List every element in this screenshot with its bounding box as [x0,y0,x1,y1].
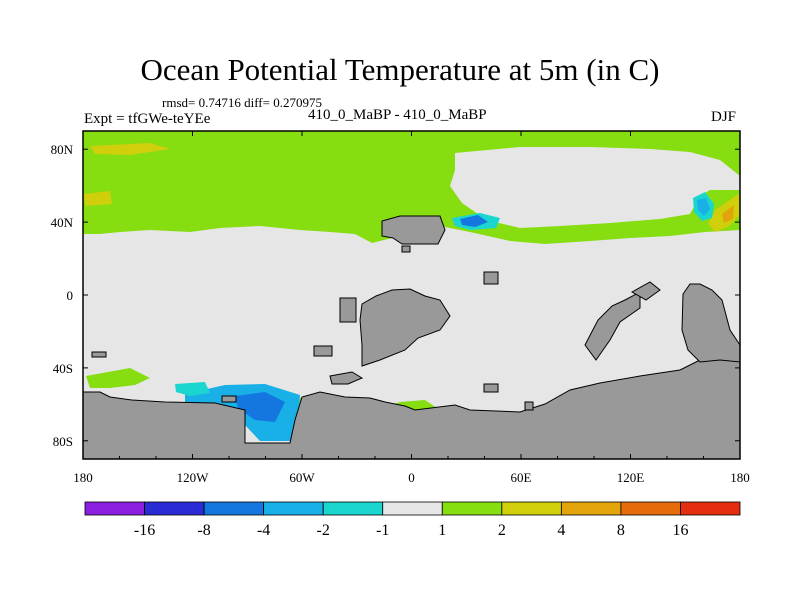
north-yellow-streak [90,143,170,155]
x-tick-label: 120E [617,470,645,485]
colorbar-swatch [84,501,145,516]
colorbar-swatch [322,501,384,516]
y-tick-label: 40N [51,215,74,230]
x-axis: 180 120W 60W 0 60E 120E 180 [73,131,750,485]
x-tick-label: 180 [73,470,93,485]
colorbar-label: 8 [617,522,625,539]
colorbar-label: -8 [197,522,210,539]
south-pacific-cool-core [235,392,285,422]
stats-label: rmsd= 0.74716 diff= 0.270975 [162,95,322,110]
y-tick-label: 80N [51,142,74,157]
colorbar-swatch [263,501,324,516]
colorbar-label: 4 [557,522,565,539]
south-west-green [86,368,150,388]
south-west-land-tongue [91,351,107,358]
america [381,215,446,245]
pacific-island [401,245,411,253]
x-tick-label: 60W [289,470,315,485]
indonesia-east [630,281,661,301]
north-west-yellow [83,191,112,206]
colorbar-label: -4 [257,522,270,539]
x-tick-label: 180 [730,470,750,485]
colorbar-label: 2 [498,522,506,539]
y-axis: 80N 40N 0 40S 80S [51,142,740,449]
colorbar-swatch [501,501,562,516]
colorbar-swatch [144,501,205,516]
colorbar: -16 -8 -4 -2 -1 1 2 4 8 16 [84,501,741,539]
indonesia [584,291,641,361]
land [82,215,741,460]
colorbar-label: -16 [134,522,155,539]
x-tick-label: 60E [511,470,532,485]
caribbean-island [313,345,333,357]
colorbar-swatch [560,501,622,516]
africa-north [483,271,499,285]
caribbean [339,297,357,323]
amsterdam-island [524,401,534,411]
colorbar-swatch [620,501,681,516]
season-label: DJF [711,109,737,125]
north-neutral-patch [450,147,740,228]
map-field [82,131,741,460]
runs-label: 410_0_MaBP - 410_0_MaBP [308,107,487,123]
colorbar-label: 16 [672,522,688,539]
colorbar-label: -2 [317,522,330,539]
y-tick-label: 40S [53,361,73,376]
south-indian-island [483,383,499,393]
x-tick-label: 120W [177,470,210,485]
y-tick-label: 0 [67,288,74,303]
colorbar-swatch [441,501,503,516]
x-tick-label: 0 [408,470,415,485]
chart-title: Ocean Potential Temperature at 5m (in C) [140,52,660,87]
colorbar-swatch [680,501,741,516]
antarctica [82,351,741,460]
north-east-orange [722,205,734,223]
experiment-label: Expt = tfGWe-teYEe [84,111,211,127]
south-america-tip [329,371,364,385]
north-east-cool-core [697,198,710,216]
colorbar-swatch [382,501,443,516]
colorbar-label: -1 [376,522,389,539]
north-atlantic-cool-core [460,215,488,227]
colorbar-swatch [203,501,265,516]
south-pacific-cyan [175,382,210,396]
south-america [359,288,451,367]
colorbar-label: 1 [438,522,446,539]
south-pacific-island [221,395,237,403]
y-tick-label: 80S [53,434,73,449]
